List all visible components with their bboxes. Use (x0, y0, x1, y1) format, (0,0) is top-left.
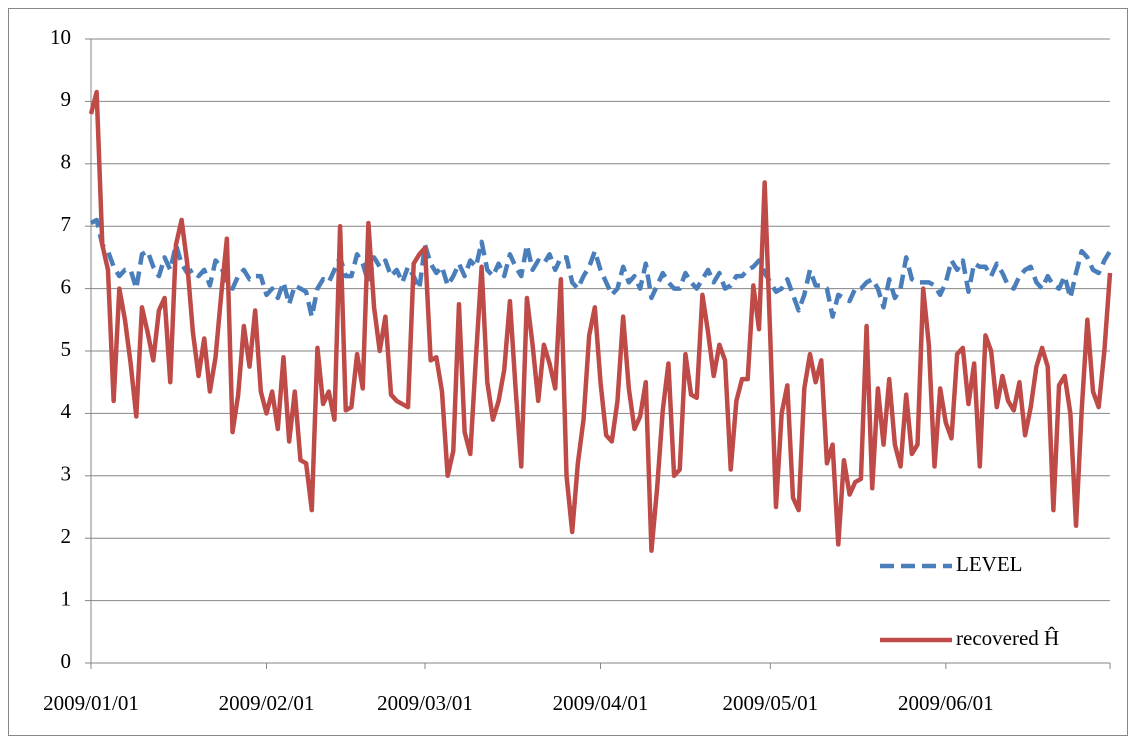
y-tick-label: 7 (61, 212, 72, 236)
y-tick-label: 10 (50, 25, 71, 49)
x-tick-label: 2009/05/01 (722, 691, 818, 715)
x-tick-label: 2009/06/01 (898, 691, 994, 715)
data-line (88, 89, 1113, 553)
x-tick-label: 2009/01/01 (43, 691, 139, 715)
y-tick-label: 9 (61, 87, 72, 111)
x-tick-label: 2009/02/01 (219, 691, 315, 715)
y-tick-label: 4 (61, 399, 72, 423)
y-tick-label: 8 (61, 150, 72, 174)
y-tick-label: 1 (61, 586, 72, 610)
x-tick-label: 2009/04/01 (553, 691, 649, 715)
y-tick-label: 3 (61, 462, 72, 486)
y-tick-label: 6 (61, 274, 72, 298)
x-tick-label: 2009/03/01 (377, 691, 473, 715)
legend-label: LEVEL (956, 552, 1022, 576)
chart-frame (8, 8, 1128, 736)
y-tick-label: 0 (61, 649, 72, 673)
legend-label: recovered Ĥ (956, 626, 1059, 650)
y-tick-label: 2 (61, 524, 72, 548)
y-tick-label: 5 (61, 337, 72, 361)
data-line (89, 217, 1112, 319)
